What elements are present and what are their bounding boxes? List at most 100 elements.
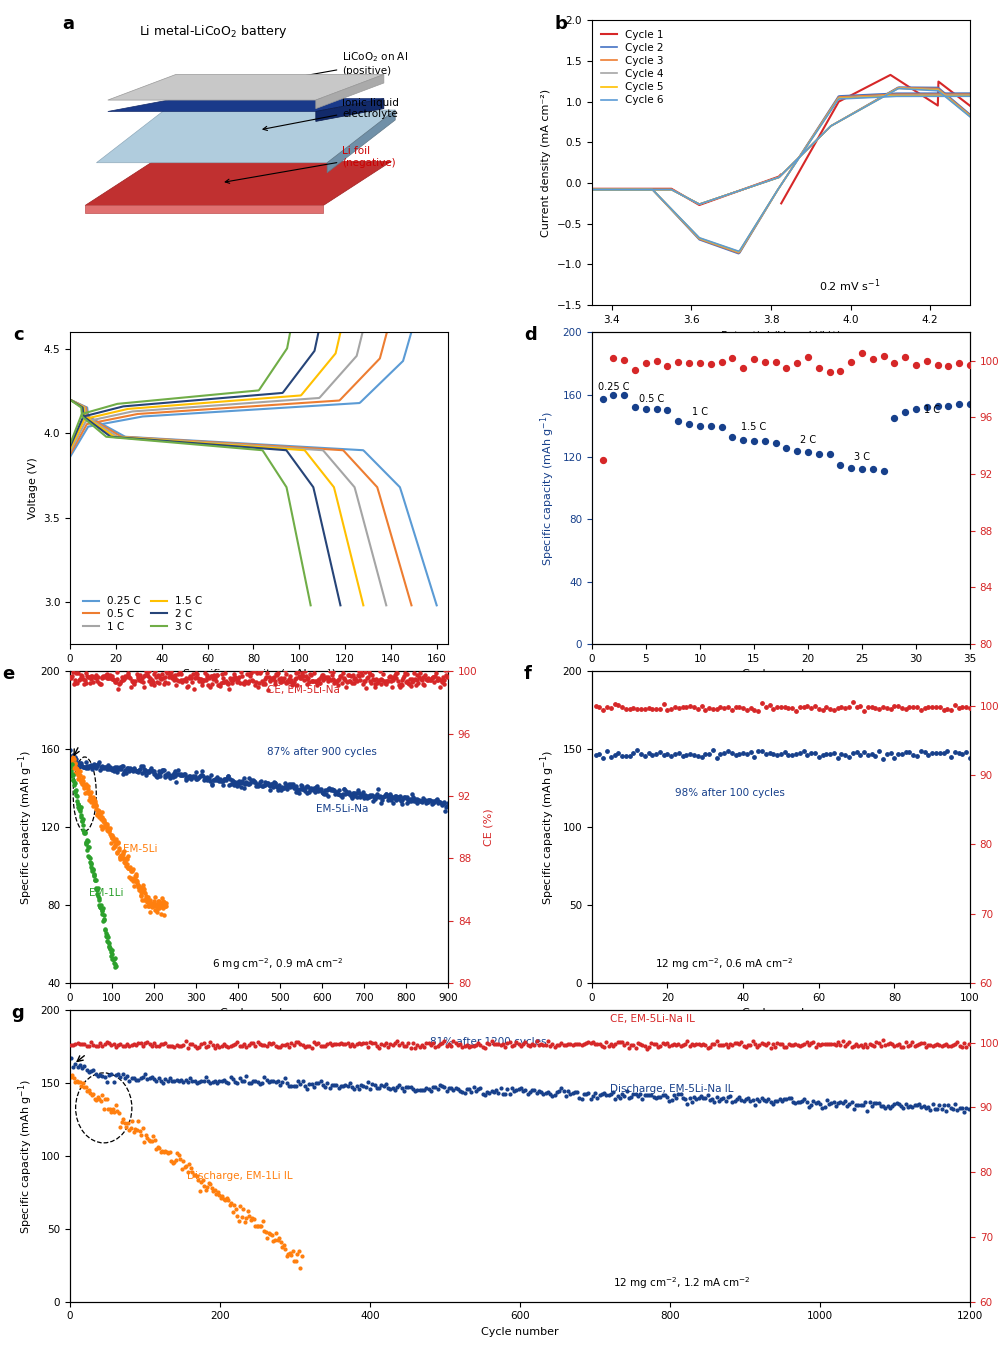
- Cycle 3: [812, 130, 824, 146]
- Point: [216, 1189, 232, 1211]
- Point: [911, 1033, 927, 1055]
- Point: [756, 1033, 772, 1055]
- Cycle 4: [812, 130, 824, 146]
- Point: [638, 397, 654, 419]
- Point: [316, 667, 332, 689]
- Point: [362, 670, 378, 692]
- Point: [452, 1081, 468, 1102]
- Point: [735, 357, 751, 378]
- Point: [342, 784, 358, 805]
- Point: [427, 791, 443, 812]
- Point: [120, 1112, 136, 1134]
- Point: [932, 742, 948, 763]
- Point: [190, 767, 206, 789]
- Point: [110, 831, 126, 853]
- Point: [355, 1032, 371, 1054]
- Point: [173, 1035, 189, 1056]
- 1.5 C: [311, 458, 323, 475]
- Point: [922, 1035, 938, 1056]
- Point: [852, 1033, 868, 1055]
- Point: [425, 666, 441, 687]
- Point: [440, 659, 456, 681]
- Point: [152, 895, 168, 917]
- Point: [627, 359, 643, 381]
- Point: [675, 1088, 691, 1109]
- Point: [409, 670, 425, 692]
- Point: [792, 742, 808, 763]
- Point: [430, 667, 446, 689]
- Cycle 1: [699, 195, 711, 212]
- Point: [419, 669, 435, 690]
- Point: [357, 784, 373, 805]
- Point: [324, 1074, 340, 1096]
- Point: [317, 1077, 333, 1098]
- Point: [282, 664, 298, 686]
- Point: [181, 765, 197, 786]
- Point: [130, 875, 146, 896]
- Point: [94, 899, 110, 921]
- Point: [73, 753, 89, 774]
- Point: [241, 767, 257, 789]
- Point: [94, 1085, 110, 1106]
- Point: [378, 784, 394, 805]
- Point: [212, 769, 228, 791]
- Point: [731, 1033, 747, 1055]
- Cycle 4: [907, 80, 919, 96]
- Point: [508, 1032, 524, 1054]
- Point: [321, 777, 337, 799]
- Point: [360, 785, 376, 807]
- Point: [323, 780, 339, 801]
- Point: [592, 1085, 608, 1106]
- Point: [239, 772, 255, 793]
- Point: [652, 698, 668, 720]
- Point: [940, 1094, 956, 1116]
- Point: [185, 765, 201, 786]
- Point: [522, 1035, 538, 1056]
- Point: [217, 767, 233, 789]
- Point: [81, 666, 97, 687]
- Point: [506, 1033, 522, 1055]
- Point: [336, 778, 352, 800]
- Point: [309, 778, 325, 800]
- Point: [155, 1073, 171, 1094]
- Point: [142, 902, 158, 923]
- Point: [67, 751, 83, 773]
- Point: [195, 1169, 211, 1191]
- Point: [211, 1071, 227, 1093]
- Point: [283, 1032, 299, 1054]
- Point: [141, 895, 157, 917]
- Point: [121, 866, 137, 888]
- Point: [773, 743, 789, 765]
- Point: [510, 1078, 526, 1100]
- Point: [767, 1090, 783, 1112]
- Point: [468, 1081, 484, 1102]
- Point: [740, 1035, 756, 1056]
- Point: [308, 1071, 324, 1093]
- Point: [799, 744, 815, 766]
- Point: [137, 759, 153, 781]
- Point: [273, 1231, 289, 1253]
- Point: [258, 1035, 274, 1056]
- Point: [843, 351, 859, 373]
- Point: [66, 749, 82, 770]
- Point: [882, 1032, 898, 1054]
- Point: [495, 1033, 511, 1055]
- Point: [125, 670, 141, 692]
- Point: [84, 858, 100, 880]
- Point: [103, 941, 119, 963]
- Point: [399, 786, 415, 808]
- Text: 12 mg cm$^{-2}$, 1.2 mA cm$^{-2}$: 12 mg cm$^{-2}$, 1.2 mA cm$^{-2}$: [613, 1276, 751, 1291]
- Point: [311, 778, 327, 800]
- Point: [466, 1075, 482, 1097]
- Point: [815, 744, 831, 766]
- Point: [267, 673, 283, 694]
- Point: [254, 670, 270, 692]
- Point: [758, 1090, 774, 1112]
- Point: [91, 751, 107, 773]
- Point: [901, 740, 917, 762]
- Point: [893, 1096, 909, 1117]
- Point: [107, 953, 123, 975]
- Point: [493, 1078, 509, 1100]
- Point: [364, 1073, 380, 1094]
- Point: [373, 785, 389, 807]
